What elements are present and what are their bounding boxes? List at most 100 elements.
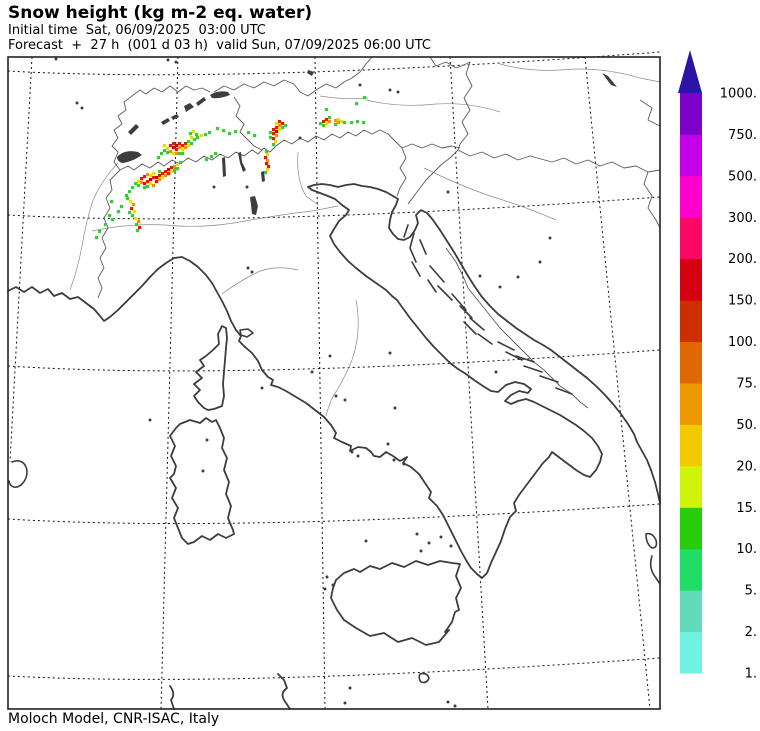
coastline-sicily (330, 560, 462, 646)
island-pantelleria (418, 672, 430, 684)
snow-cell (111, 218, 115, 222)
islet-dot (402, 462, 406, 466)
snow-cell (343, 121, 347, 125)
lakes (117, 70, 617, 215)
snow-cell (157, 156, 161, 160)
snow-cell (136, 229, 140, 233)
snow-cell (164, 170, 168, 174)
snow-cell (161, 176, 165, 180)
snow-cell (187, 140, 191, 144)
snow-cell (158, 178, 162, 182)
islet-dot (356, 454, 360, 458)
snow-cell (281, 122, 285, 126)
snow-cell (265, 162, 269, 166)
islet-dot (364, 539, 368, 543)
coastline-mainland (7, 183, 661, 579)
colorbar-segment (680, 465, 702, 508)
snow-cell (355, 102, 359, 106)
snow-cell (228, 132, 232, 136)
snow-cell (169, 144, 173, 148)
snow-cell (192, 130, 196, 134)
islet-dot (392, 458, 396, 462)
island-elba (239, 328, 254, 338)
snow-cell (172, 152, 176, 156)
colorbar-tick-label: 2. (745, 625, 757, 640)
colorbar-tick-label: 200. (728, 252, 757, 267)
snow-cell (175, 144, 179, 148)
map-frame (7, 56, 661, 710)
snow-cell (175, 152, 179, 156)
snow-cell (184, 146, 188, 150)
snow-cell (274, 140, 278, 144)
colorbar-tick-label: 150. (728, 294, 757, 309)
coastlines (7, 183, 661, 710)
snow-cell (172, 142, 176, 146)
snow-cell (155, 176, 159, 180)
page-title: Snow height (kg m-2 eq. water) (8, 3, 313, 23)
snow-cell (281, 126, 285, 130)
islet-dot (245, 185, 249, 189)
islet-dot (80, 106, 84, 110)
snow-cell (146, 173, 150, 177)
islet-dot (148, 418, 152, 422)
islet-dot (54, 57, 58, 61)
islet-dot (388, 351, 392, 355)
colorbar-segment (680, 548, 702, 591)
snow-cell (196, 136, 200, 140)
colorbar-segment (680, 217, 702, 260)
snow-cell (143, 182, 147, 186)
snow-cell (214, 152, 218, 156)
islet-dot (439, 535, 443, 539)
snow-cell (187, 144, 191, 148)
snow-cell (172, 146, 176, 150)
island-corfu (645, 532, 661, 585)
islet-dot (310, 370, 314, 374)
snow-data-cells (95, 96, 367, 240)
snow-cell (222, 129, 226, 133)
islet-dot (348, 686, 352, 690)
snow-cell (190, 136, 194, 140)
snow-cell (181, 148, 185, 152)
snow-cell (146, 185, 150, 189)
islet-dot (446, 190, 450, 194)
snow-cell (178, 142, 182, 146)
colorbar-segment (680, 631, 702, 674)
snow-cell (170, 170, 174, 174)
islet-dot (343, 398, 347, 402)
islet-dot (260, 386, 264, 390)
snow-cell (155, 180, 159, 184)
snow-cell (190, 142, 194, 146)
islet-dot (174, 60, 178, 64)
snow-cell (149, 182, 153, 186)
colorbar-tick-label: 100. (728, 335, 757, 350)
snow-cell (319, 122, 323, 126)
snow-cell (137, 220, 141, 224)
snow-cell (181, 152, 185, 156)
snow-cell (195, 133, 199, 137)
colorbar-segment (680, 590, 702, 633)
islet-dot (358, 83, 362, 87)
snow-cell (164, 174, 168, 178)
snow-cell (204, 133, 208, 137)
islet-dot (75, 101, 79, 105)
snow-cell (265, 150, 269, 154)
islet-dot (201, 469, 205, 473)
snow-cell (275, 134, 279, 138)
snow-cell (334, 123, 338, 127)
snow-cell (143, 186, 147, 190)
snow-cell (325, 108, 329, 112)
snow-cell (340, 120, 344, 124)
islet-dot (446, 700, 450, 704)
islet-dot (343, 701, 347, 705)
initial-time-label: Initial time Sat, 06/09/2025 03:00 UTC (8, 23, 266, 38)
snow-cell (108, 214, 112, 218)
graticule-grid (7, 51, 661, 710)
snow-cell (152, 176, 156, 180)
snow-cell (178, 146, 182, 150)
snow-cell (275, 122, 279, 126)
islet-dot (396, 90, 400, 94)
snow-cell (158, 174, 162, 178)
snow-cell (193, 138, 197, 142)
colorbar-tick-label: 10. (736, 542, 757, 557)
colorbar-tick-label: 500. (728, 169, 757, 184)
